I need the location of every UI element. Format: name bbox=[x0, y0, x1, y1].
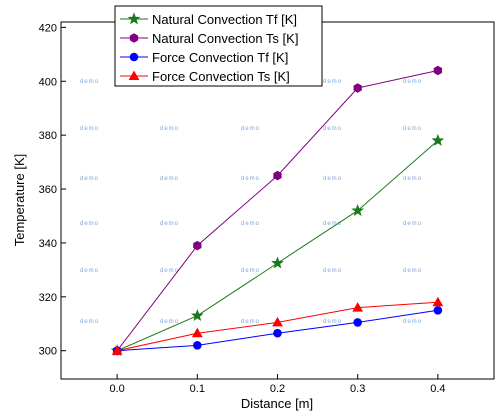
watermark-text: demo bbox=[160, 221, 179, 227]
y-tick-label: 380 bbox=[39, 130, 57, 142]
watermark-text: demo bbox=[403, 79, 422, 85]
watermark-layer: demo demo demo demo demo demo demo demo demo demo… bbox=[80, 79, 422, 325]
legend-entry-label: Force Convection Ts [K] bbox=[152, 69, 290, 84]
watermark-text: demo bbox=[80, 221, 99, 227]
data-point bbox=[431, 133, 445, 146]
y-tick-label: 340 bbox=[39, 238, 57, 250]
data-point bbox=[353, 318, 362, 327]
x-tick-label: 0.4 bbox=[430, 383, 445, 395]
watermark-text: demo bbox=[160, 319, 179, 325]
watermark-text: demo bbox=[323, 176, 342, 182]
data-point bbox=[353, 83, 362, 93]
watermark-text: demo bbox=[241, 319, 260, 325]
watermark-text: demo bbox=[160, 126, 179, 132]
x-axis-label: Distance [m] bbox=[241, 396, 313, 411]
data-point bbox=[272, 316, 283, 327]
x-tick-label: 0.0 bbox=[109, 383, 124, 395]
watermark-text: demo bbox=[241, 221, 260, 227]
data-point bbox=[433, 305, 443, 315]
data-point bbox=[351, 203, 364, 216]
legend-box bbox=[114, 5, 323, 87]
legend-marker bbox=[129, 33, 139, 43]
legend-entry-label: Force Convection Tf [K] bbox=[152, 50, 288, 65]
watermark-text: demo bbox=[403, 319, 422, 325]
data-point bbox=[273, 170, 282, 181]
watermark-text: demo bbox=[323, 221, 342, 227]
watermark-text: demo bbox=[403, 268, 422, 274]
data-point bbox=[432, 296, 444, 307]
watermark-text: demo bbox=[80, 268, 99, 274]
legend-entry-label: Natural Convection Tf [K] bbox=[152, 12, 297, 27]
watermark-text: demo bbox=[403, 126, 422, 132]
watermark-text: demo bbox=[323, 79, 342, 85]
data-point bbox=[191, 309, 204, 322]
data-point bbox=[191, 327, 203, 338]
watermark-text: demo bbox=[160, 176, 179, 182]
data-point bbox=[193, 341, 202, 350]
series-group bbox=[111, 296, 444, 355]
y-tick-label: 360 bbox=[39, 184, 57, 196]
legend-entry-label: Natural Convection Ts [K] bbox=[152, 31, 298, 46]
watermark-text: demo bbox=[80, 79, 99, 85]
series-line bbox=[117, 301, 438, 352]
series-group bbox=[112, 65, 443, 356]
y-tick-label: 320 bbox=[39, 292, 57, 304]
data-point bbox=[273, 328, 282, 338]
y-tick-label: 400 bbox=[39, 76, 57, 88]
watermark-text: demo bbox=[323, 268, 342, 274]
x-tick-label: 0.2 bbox=[270, 383, 285, 395]
y-tick-label: 420 bbox=[39, 22, 57, 34]
legend-marker bbox=[129, 52, 139, 62]
x-tick-label: 0.3 bbox=[350, 383, 365, 395]
watermark-text: demo bbox=[323, 126, 342, 132]
watermark-text: demo bbox=[241, 268, 260, 274]
y-tick-label: 300 bbox=[39, 346, 57, 358]
data-point bbox=[193, 240, 202, 251]
data-point bbox=[352, 302, 364, 312]
watermark-text: demo bbox=[80, 319, 99, 325]
axes: 0.0 0.1 0.2 0.3 0.4 300 320 340 360 380 400 420 bbox=[39, 22, 446, 395]
watermark-text: demo bbox=[403, 221, 422, 227]
series-layer bbox=[110, 65, 445, 357]
watermark-text: demo bbox=[323, 319, 342, 325]
watermark-text: demo bbox=[241, 126, 260, 132]
data-point bbox=[271, 256, 284, 269]
watermark-text: demo bbox=[241, 176, 260, 182]
legend-marker bbox=[128, 70, 140, 80]
watermark-text: demo bbox=[80, 176, 99, 182]
legend-marker bbox=[127, 12, 141, 25]
series-line bbox=[116, 70, 438, 352]
data-point bbox=[433, 65, 443, 76]
x-tick-label: 0.1 bbox=[190, 383, 205, 395]
watermark-text: demo bbox=[403, 176, 422, 182]
watermark-text: demo bbox=[160, 268, 179, 274]
y-axis-label: Temperature [K] bbox=[12, 154, 27, 247]
legend: Natural Convection Tf [K] Natural Convect… bbox=[114, 5, 323, 87]
watermark-text: demo bbox=[80, 126, 99, 132]
data-point bbox=[111, 345, 123, 355]
